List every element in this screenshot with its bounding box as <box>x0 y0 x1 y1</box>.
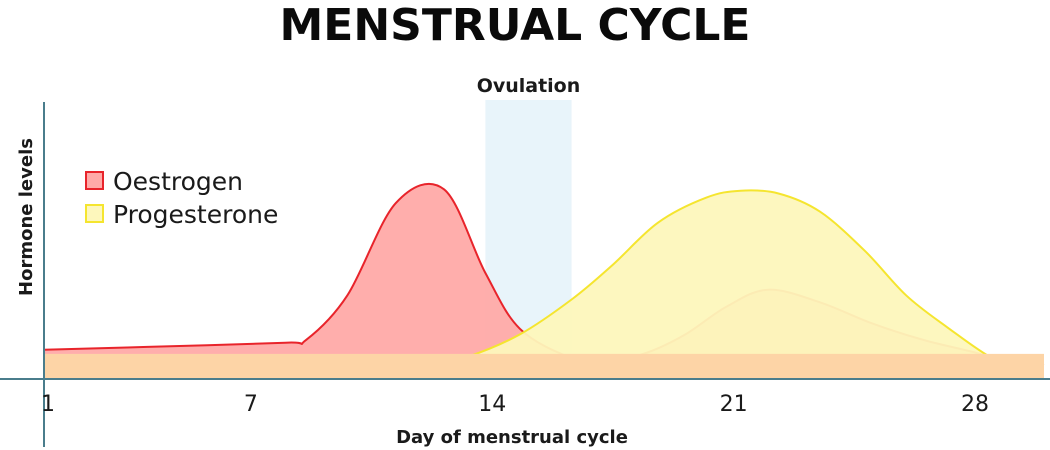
chart-title: MENSTRUAL CYCLE <box>279 0 750 51</box>
legend-label-oestrogen: Oestrogen <box>113 167 243 196</box>
series-area-progesterone <box>44 190 1044 379</box>
y-axis-label: Hormone levels <box>16 138 37 296</box>
x-tick-label: 28 <box>961 392 989 417</box>
series-layer <box>43 182 1045 379</box>
x-tick-label: 7 <box>244 392 258 417</box>
x-tick-label: 21 <box>720 392 748 417</box>
x-axis-label: Day of menstrual cycle <box>396 427 628 448</box>
legend-swatch-progesterone <box>85 204 104 223</box>
series-area-baseline <box>44 353 1044 379</box>
legend-swatch-oestrogen <box>85 171 104 190</box>
legend: Oestrogen Progesterone <box>85 167 278 229</box>
x-tick-label: 1 <box>41 392 55 417</box>
legend-label-progesterone: Progesterone <box>113 200 278 229</box>
x-tick-label: 14 <box>478 392 506 417</box>
x-tick-labels: 1 7 14 21 28 <box>41 392 989 417</box>
ovulation-label: Ovulation <box>477 75 581 97</box>
